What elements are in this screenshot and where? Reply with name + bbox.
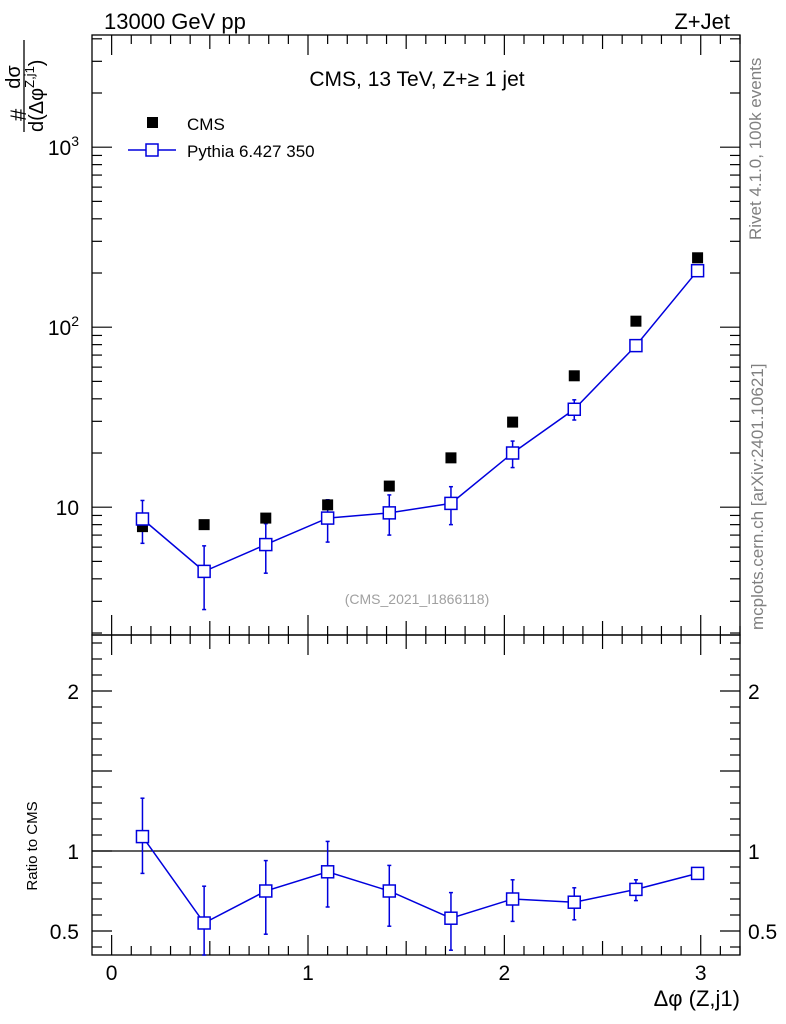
- ratio-data-point: [259, 884, 273, 898]
- legend-label-cms: CMS: [187, 115, 225, 134]
- x-tick-label: 1: [302, 962, 314, 985]
- cms-data-point: [383, 480, 395, 492]
- ratio-data-point: [567, 895, 582, 909]
- pythia-data-point: [690, 263, 705, 278]
- pythia-data-point: [629, 338, 643, 353]
- cms-data-point: [198, 519, 210, 531]
- y-label-denominator: d(ΔφZ,j1): [22, 60, 48, 132]
- ratio-data-point: [197, 916, 211, 930]
- pythia-data-point: [505, 446, 520, 460]
- main-data-layer: [135, 252, 705, 611]
- pythia-data-point: [382, 506, 397, 520]
- pythia-data-point: [567, 402, 582, 417]
- pythia-data-point: [197, 564, 211, 579]
- legend: CMS Pythia 6.427 350: [128, 115, 315, 161]
- x-tick-label: 2: [499, 962, 511, 985]
- main-y-tick-label: 10: [56, 497, 79, 520]
- ratio-y-axis-label: Ratio to CMS: [24, 801, 41, 890]
- pythia-data-point: [320, 511, 335, 525]
- ratio-data-point: [320, 865, 335, 879]
- legend-marker-pythia: [145, 143, 159, 157]
- legend-label-pythia: Pythia 6.427 350: [187, 142, 315, 161]
- ratio-y-tick-label-left: 1: [67, 841, 79, 864]
- pythia-data-point: [135, 512, 150, 526]
- main-y-tick-label: 103: [48, 133, 79, 160]
- source-url-label: mcplots.cern.ch [arXiv:2401.10621]: [748, 364, 767, 630]
- ratio-plot-frame: [91, 634, 741, 956]
- ratio-data-layer: [135, 797, 705, 956]
- ratio-y-tick-label-right: 2: [748, 681, 760, 704]
- ratio-y-tick-label-left: 2: [67, 681, 79, 704]
- cms-data-point: [692, 252, 704, 264]
- y-label-hash: #: [6, 108, 31, 121]
- pythia-data-point: [259, 537, 273, 552]
- x-axis-label: Δφ (Z,j1): [654, 986, 740, 1011]
- y-label-den-sup: Z,j1: [22, 66, 37, 88]
- analysis-watermark: (CMS_2021_I1866118): [345, 591, 490, 607]
- header-left-label: 13000 GeV pp: [104, 9, 246, 34]
- cms-data-point: [507, 416, 519, 428]
- ratio-axis-ticks: 0 1 2 3 0.5 0.5 1 1 2 2: [50, 635, 777, 985]
- ratio-y-tick-label-right: 1: [748, 841, 760, 864]
- pythia-data-point: [444, 496, 458, 511]
- x-tick-label: 0: [106, 962, 118, 985]
- ratio-data-point: [444, 911, 458, 925]
- ratio-data-point: [505, 892, 520, 906]
- cms-data-point: [136, 521, 148, 533]
- y-label-den-text: d(Δφ: [26, 88, 48, 132]
- legend-marker-cms: [147, 117, 158, 128]
- ratio-data-point: [690, 866, 705, 881]
- header-right-label: Z+Jet: [674, 9, 730, 34]
- ratio-y-tick-label-right: 0.5: [748, 921, 777, 944]
- cms-data-point: [568, 370, 580, 382]
- pythia-line: [141, 270, 699, 573]
- main-axis-ticks: 10 102 103: [48, 35, 741, 635]
- cms-data-point: [260, 512, 272, 524]
- ratio-data-point: [629, 882, 643, 897]
- rivet-version-label: Rivet 4.1.0, 100k events: [746, 58, 765, 240]
- x-tick-label: 3: [695, 962, 707, 985]
- main-y-tick-label: 102: [48, 313, 79, 340]
- main-y-axis-label: # dσ d(ΔφZ,j1): [3, 40, 48, 132]
- y-label-den-close: ): [26, 60, 48, 67]
- ratio-data-point: [382, 884, 397, 898]
- ratio-line: [141, 836, 698, 924]
- ratio-data-point: [135, 829, 150, 844]
- cms-data-point: [630, 315, 642, 327]
- ratio-y-tick-label-left: 0.5: [50, 921, 79, 944]
- y-label-numerator: dσ: [3, 65, 25, 89]
- cms-data-point: [445, 452, 457, 464]
- cms-data-point: [322, 499, 334, 511]
- plot-title: CMS, 13 TeV, Z+≥ 1 jet: [309, 68, 524, 91]
